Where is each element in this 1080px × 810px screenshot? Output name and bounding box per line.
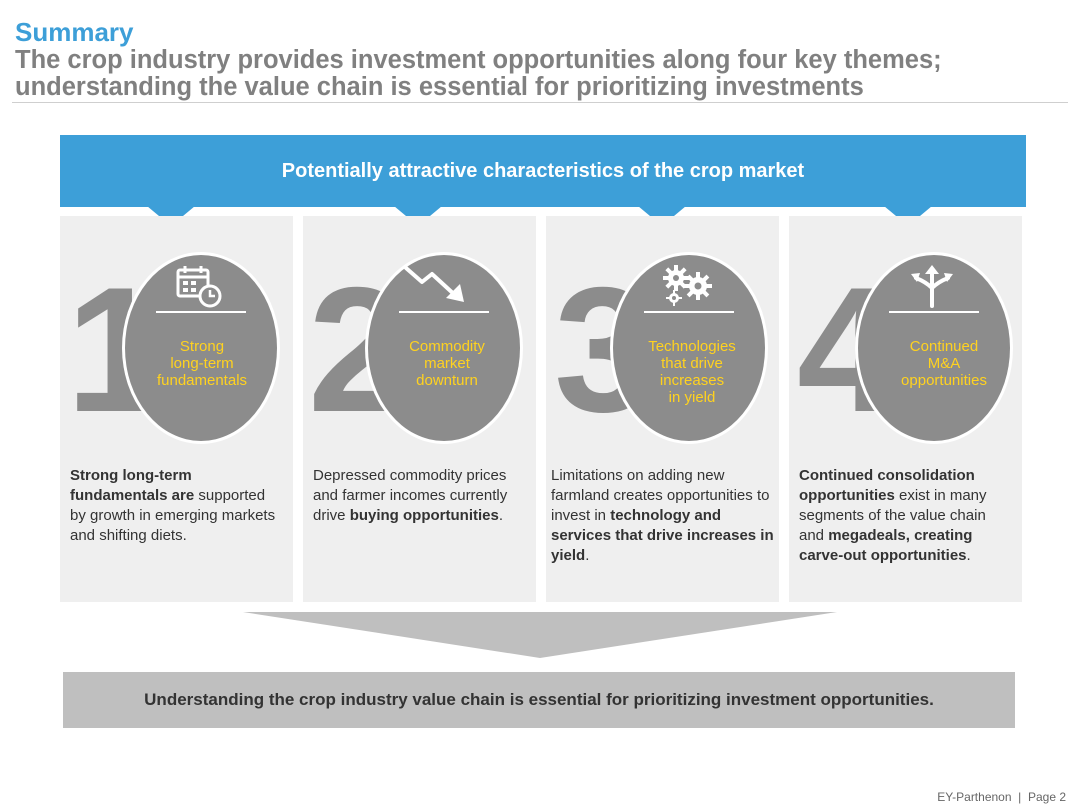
page-footer: EY-Parthenon | Page 2 xyxy=(937,790,1066,804)
theme-label-3: Technologies that drive increases in yie… xyxy=(648,338,736,406)
theme-label-2: Commodity market downturn xyxy=(409,338,485,389)
theme-label-4: Continued M&A opportunities xyxy=(901,338,987,389)
title-line-2: understanding the value chain is essenti… xyxy=(15,73,864,101)
banner-title: Potentially attractive characteristics o… xyxy=(281,160,805,182)
conclusion-text: Understanding the crop industry value ch… xyxy=(144,690,934,709)
theme-divider-3 xyxy=(644,311,734,313)
title-line-1: The crop industry provides investment op… xyxy=(15,46,942,74)
theme-label-1: Strong long-term fundamentals xyxy=(156,338,248,389)
theme-circle-1 xyxy=(125,255,277,441)
calendar-clock-icon xyxy=(176,266,222,308)
title-divider xyxy=(12,102,1068,103)
theme-divider-2 xyxy=(399,311,489,313)
theme-description-1: Strong long-term fundamentals are suppor… xyxy=(70,467,276,544)
characteristics-banner: Potentially attractive characteristics o… xyxy=(60,135,1026,207)
funnel-arrow xyxy=(243,612,837,658)
theme-divider-4 xyxy=(889,311,979,313)
split-arrows-icon xyxy=(911,265,953,308)
theme-description-4: Continued consolidation opportunities ex… xyxy=(799,467,987,564)
trend-down-arrow-icon xyxy=(404,266,464,302)
theme-divider-1 xyxy=(156,311,246,313)
page-title: The crop industry provides investment op… xyxy=(15,47,1065,101)
theme-description-3: Limitations on adding new farmland creat… xyxy=(551,467,774,564)
theme-description-2: Depressed commodity prices and farmer in… xyxy=(313,467,508,524)
conclusion-bar: Understanding the crop industry value ch… xyxy=(63,672,1015,728)
gears-icon xyxy=(663,265,712,306)
section-kicker: Summary xyxy=(15,17,134,47)
